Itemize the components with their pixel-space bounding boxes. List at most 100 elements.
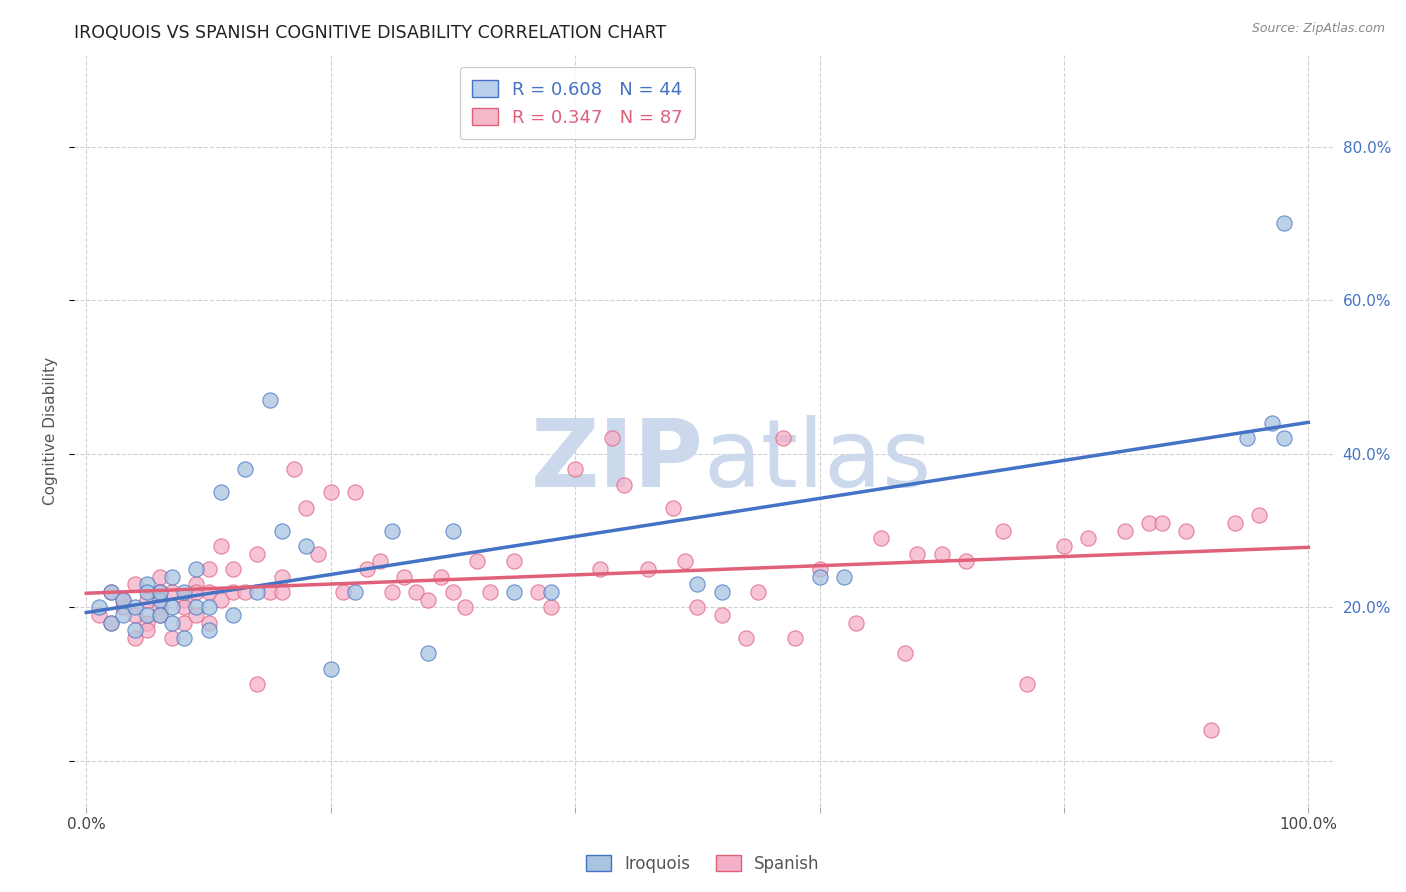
Point: [441, 524, 464, 538]
Point: [418, 647, 440, 661]
Point: [209, 592, 232, 607]
Point: [222, 608, 245, 623]
Point: [381, 585, 404, 599]
Point: [222, 562, 245, 576]
Point: [186, 577, 208, 591]
Point: [149, 608, 172, 623]
Point: [160, 615, 183, 630]
Point: [1260, 416, 1282, 430]
Point: [1114, 524, 1136, 538]
Point: [931, 547, 953, 561]
Point: [222, 585, 245, 599]
Point: [173, 600, 195, 615]
Point: [149, 608, 172, 623]
Point: [710, 608, 733, 623]
Point: [111, 592, 134, 607]
Y-axis label: Cognitive Disability: Cognitive Disability: [44, 357, 58, 505]
Point: [467, 554, 489, 568]
Point: [613, 477, 636, 491]
Point: [100, 615, 122, 630]
Point: [111, 600, 134, 615]
Point: [270, 569, 292, 583]
Point: [173, 631, 195, 645]
Point: [136, 608, 159, 623]
Point: [332, 585, 354, 599]
Point: [283, 462, 305, 476]
Point: [478, 585, 501, 599]
Point: [955, 554, 977, 568]
Point: [1236, 432, 1258, 446]
Point: [111, 592, 134, 607]
Point: [540, 585, 562, 599]
Text: ZIP: ZIP: [530, 415, 703, 507]
Point: [149, 600, 172, 615]
Point: [735, 631, 758, 645]
Point: [270, 524, 292, 538]
Point: [197, 562, 219, 576]
Point: [136, 585, 159, 599]
Point: [136, 624, 159, 638]
Point: [124, 608, 146, 623]
Point: [111, 608, 134, 623]
Point: [600, 432, 623, 446]
Point: [1077, 531, 1099, 545]
Point: [209, 539, 232, 553]
Point: [173, 592, 195, 607]
Point: [160, 585, 183, 599]
Point: [233, 462, 256, 476]
Point: [160, 600, 183, 615]
Point: [100, 615, 122, 630]
Point: [149, 585, 172, 599]
Point: [381, 524, 404, 538]
Point: [259, 585, 281, 599]
Point: [259, 393, 281, 408]
Point: [1249, 508, 1271, 523]
Point: [186, 608, 208, 623]
Point: [295, 500, 318, 515]
Point: [454, 600, 477, 615]
Point: [1175, 524, 1198, 538]
Point: [894, 647, 917, 661]
Point: [540, 600, 562, 615]
Point: [845, 615, 868, 630]
Point: [1223, 516, 1246, 530]
Point: [368, 554, 391, 568]
Point: [149, 585, 172, 599]
Point: [429, 569, 451, 583]
Point: [124, 577, 146, 591]
Point: [136, 615, 159, 630]
Point: [673, 554, 696, 568]
Point: [124, 600, 146, 615]
Point: [808, 562, 831, 576]
Point: [710, 585, 733, 599]
Point: [772, 432, 794, 446]
Point: [308, 547, 330, 561]
Point: [87, 608, 110, 623]
Point: [246, 585, 269, 599]
Point: [783, 631, 806, 645]
Point: [747, 585, 769, 599]
Point: [270, 585, 292, 599]
Point: [637, 562, 659, 576]
Point: [441, 585, 464, 599]
Point: [124, 624, 146, 638]
Point: [503, 585, 526, 599]
Text: Source: ZipAtlas.com: Source: ZipAtlas.com: [1251, 22, 1385, 36]
Legend: R = 0.608   N = 44, R = 0.347   N = 87: R = 0.608 N = 44, R = 0.347 N = 87: [460, 68, 696, 139]
Point: [246, 547, 269, 561]
Point: [186, 585, 208, 599]
Legend: Iroquois, Spanish: Iroquois, Spanish: [579, 848, 827, 880]
Point: [832, 569, 855, 583]
Point: [392, 569, 415, 583]
Point: [1139, 516, 1161, 530]
Text: atlas: atlas: [703, 415, 932, 507]
Point: [295, 539, 318, 553]
Point: [173, 615, 195, 630]
Point: [149, 592, 172, 607]
Point: [186, 562, 208, 576]
Point: [149, 569, 172, 583]
Point: [319, 485, 342, 500]
Point: [808, 569, 831, 583]
Point: [1272, 217, 1295, 231]
Point: [136, 577, 159, 591]
